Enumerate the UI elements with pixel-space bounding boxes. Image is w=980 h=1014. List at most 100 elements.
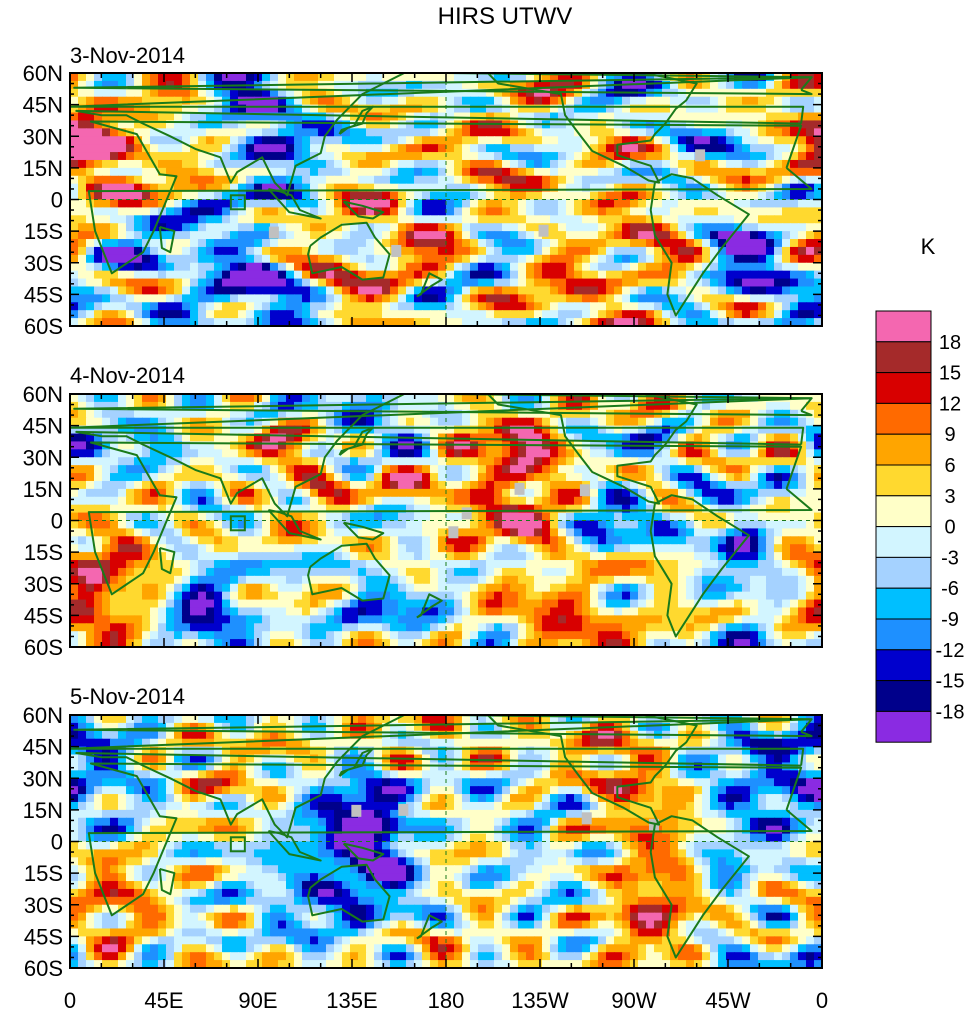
field-cell bbox=[542, 159, 551, 169]
field-cell bbox=[230, 536, 239, 545]
field-cell bbox=[270, 144, 279, 153]
field-cell bbox=[182, 473, 191, 482]
field-cell bbox=[390, 175, 399, 185]
field-cell bbox=[782, 159, 791, 169]
field-cell bbox=[718, 394, 727, 403]
field-cell bbox=[678, 239, 687, 248]
field-cell bbox=[494, 496, 503, 506]
field-cell bbox=[582, 544, 591, 553]
field-cell bbox=[238, 433, 247, 443]
field-cell bbox=[734, 425, 743, 435]
field-cell bbox=[446, 520, 455, 530]
field-cell bbox=[414, 286, 423, 295]
field-cell bbox=[254, 207, 263, 216]
field-cell bbox=[606, 544, 615, 553]
field-cell bbox=[318, 262, 327, 272]
field-cell bbox=[150, 302, 159, 311]
field-cell bbox=[478, 136, 487, 145]
field-cell bbox=[414, 425, 423, 435]
field-cell bbox=[70, 96, 79, 106]
field-cell bbox=[798, 120, 807, 129]
field-cell bbox=[790, 239, 799, 248]
field-cell bbox=[582, 183, 591, 193]
field-cell bbox=[470, 262, 479, 272]
field-cell bbox=[86, 544, 95, 553]
field-cell bbox=[742, 231, 751, 240]
field-cell bbox=[358, 302, 367, 311]
field-cell bbox=[462, 544, 471, 553]
field-cell bbox=[478, 394, 487, 403]
field-cell bbox=[134, 239, 143, 248]
field-cell bbox=[430, 465, 439, 474]
field-cell bbox=[414, 417, 423, 427]
field-cell bbox=[294, 473, 303, 482]
field-cell bbox=[534, 254, 543, 264]
field-cell bbox=[190, 183, 199, 193]
field-cell bbox=[326, 496, 335, 506]
field-cell bbox=[110, 167, 119, 177]
field-cell bbox=[334, 167, 343, 177]
field-cell bbox=[262, 310, 271, 319]
field-cell bbox=[766, 504, 775, 514]
field-cell bbox=[374, 409, 383, 419]
field-cell bbox=[470, 207, 479, 216]
field-cell bbox=[302, 520, 311, 530]
field-cell bbox=[398, 207, 407, 216]
field-cell bbox=[358, 286, 367, 295]
field-cell bbox=[422, 528, 431, 537]
field-cell bbox=[742, 246, 751, 256]
field-cell bbox=[646, 167, 655, 177]
field-cell bbox=[326, 270, 335, 280]
field-cell bbox=[790, 207, 799, 216]
field-cell bbox=[438, 441, 447, 450]
field-cell bbox=[758, 191, 767, 201]
field-cell bbox=[758, 504, 767, 514]
field-cell bbox=[254, 215, 263, 224]
field-cell bbox=[214, 239, 223, 248]
field-cell bbox=[758, 294, 767, 303]
field-cell bbox=[734, 80, 743, 90]
field-cell bbox=[110, 528, 119, 537]
field-cell bbox=[222, 270, 231, 280]
field-cell bbox=[102, 302, 111, 311]
field-cell bbox=[726, 183, 735, 193]
field-cell bbox=[470, 496, 479, 506]
field-cell bbox=[582, 449, 591, 458]
field-cell bbox=[158, 144, 167, 153]
field-cell bbox=[262, 433, 271, 443]
field-cell bbox=[206, 520, 215, 530]
field-cell bbox=[814, 136, 822, 145]
field-cell bbox=[94, 480, 103, 490]
field-cell bbox=[78, 262, 87, 272]
field-cell bbox=[278, 96, 287, 106]
field-cell bbox=[662, 207, 671, 216]
field-cell bbox=[294, 417, 303, 427]
field-cell bbox=[182, 504, 191, 514]
field-cell bbox=[214, 278, 223, 288]
field-cell bbox=[526, 528, 535, 537]
field-cell bbox=[414, 512, 423, 522]
field-cell bbox=[542, 401, 551, 411]
field-cell bbox=[646, 112, 655, 122]
field-cell bbox=[142, 417, 151, 427]
field-cell bbox=[398, 104, 407, 114]
field-cell bbox=[470, 191, 479, 201]
field-cell bbox=[94, 286, 103, 295]
field-cell bbox=[622, 128, 631, 137]
field-cell bbox=[78, 465, 87, 474]
field-cell bbox=[558, 457, 567, 466]
field-cell bbox=[702, 167, 711, 177]
field-cell bbox=[470, 409, 479, 419]
field-cell bbox=[198, 104, 207, 114]
field-cell bbox=[182, 183, 191, 193]
field-cell bbox=[102, 96, 111, 106]
field-cell bbox=[142, 536, 151, 545]
field-cell bbox=[262, 73, 271, 82]
field-cell bbox=[558, 136, 567, 145]
field-cell bbox=[70, 231, 79, 240]
field-cell bbox=[382, 73, 391, 82]
field-cell bbox=[318, 302, 327, 311]
field-cell bbox=[238, 144, 247, 153]
field-cell bbox=[318, 136, 327, 145]
field-cell bbox=[166, 112, 175, 122]
